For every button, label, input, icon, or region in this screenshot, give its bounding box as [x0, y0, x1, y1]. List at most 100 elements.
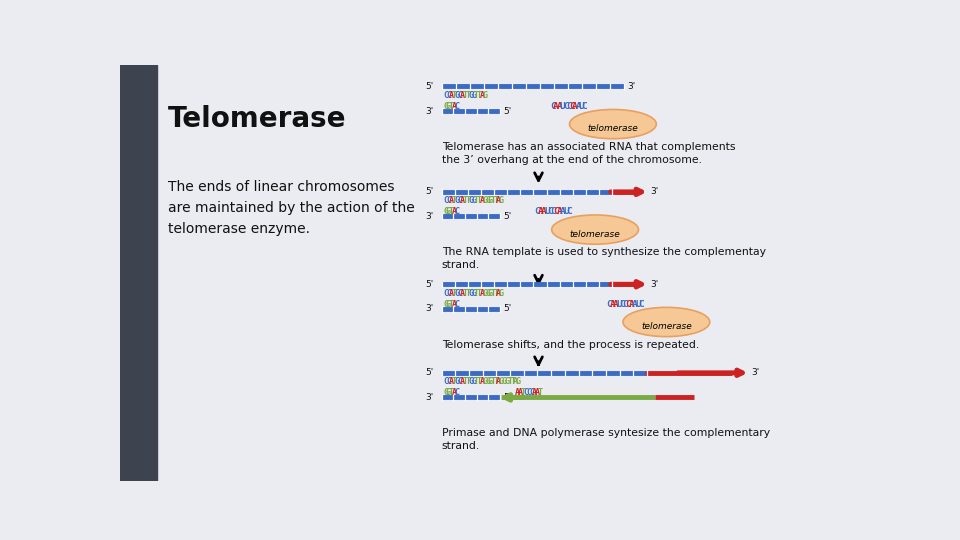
Text: T: T	[451, 91, 457, 100]
Text: Telomerase: Telomerase	[168, 105, 347, 133]
Text: 3': 3'	[751, 368, 759, 377]
Text: 5': 5'	[504, 305, 512, 313]
Text: G: G	[488, 289, 492, 298]
Text: A: A	[513, 377, 518, 387]
Text: A: A	[629, 300, 635, 309]
Text: T: T	[477, 91, 482, 100]
Text: C: C	[444, 289, 448, 298]
Text: G: G	[499, 377, 504, 387]
Text: T: T	[448, 388, 454, 397]
Text: G: G	[444, 388, 448, 397]
Text: T: T	[477, 289, 482, 298]
Text: T: T	[463, 197, 468, 206]
Text: G: G	[471, 197, 476, 206]
Text: Telomerase shifts, and the process is repeated.: Telomerase shifts, and the process is re…	[442, 340, 699, 350]
Text: T: T	[448, 300, 454, 309]
Text: The ends of linear chromosomes
are maintained by the action of the
telomerase en: The ends of linear chromosomes are maint…	[168, 180, 415, 235]
Text: A: A	[479, 289, 485, 298]
Text: G: G	[482, 377, 488, 387]
Text: T: T	[463, 91, 468, 100]
Text: T: T	[466, 289, 470, 298]
Text: U: U	[560, 102, 565, 111]
Text: U: U	[636, 300, 641, 309]
Ellipse shape	[623, 307, 709, 336]
Text: T: T	[463, 289, 468, 298]
Text: C: C	[582, 102, 588, 111]
Text: C: C	[535, 207, 540, 216]
Text: A: A	[496, 289, 501, 298]
Text: G: G	[505, 377, 510, 387]
Text: A: A	[460, 377, 465, 387]
Text: G: G	[488, 197, 492, 206]
Text: C: C	[454, 102, 459, 111]
Text: C: C	[566, 207, 572, 216]
Text: G: G	[444, 102, 448, 111]
Text: 5': 5'	[504, 393, 512, 402]
Text: A: A	[479, 197, 485, 206]
Text: T: T	[491, 197, 495, 206]
Text: A: A	[560, 207, 565, 216]
Text: A: A	[632, 300, 637, 309]
Text: G: G	[485, 377, 490, 387]
Text: The RNA template is used to synthesize the complementay
strand.: The RNA template is used to synthesize t…	[442, 247, 766, 271]
Text: A: A	[448, 197, 454, 206]
Text: C: C	[554, 207, 560, 216]
Text: C: C	[550, 102, 556, 111]
Text: U: U	[579, 102, 585, 111]
Text: G: G	[468, 91, 473, 100]
Text: A: A	[516, 388, 520, 397]
Text: T: T	[521, 388, 526, 397]
Text: A: A	[451, 300, 457, 309]
Text: G: G	[446, 207, 451, 216]
Text: G: G	[468, 289, 473, 298]
Text: A: A	[451, 388, 457, 397]
Text: 5': 5'	[425, 368, 434, 377]
Text: C: C	[446, 91, 451, 100]
Text: 3': 3'	[425, 106, 434, 116]
Text: A: A	[448, 91, 454, 100]
Text: C: C	[457, 377, 462, 387]
Text: C: C	[454, 388, 459, 397]
Text: A: A	[538, 207, 543, 216]
Text: G: G	[482, 197, 488, 206]
Text: C: C	[638, 300, 644, 309]
Text: G: G	[482, 289, 488, 298]
Text: C: C	[619, 300, 625, 309]
Text: G: G	[468, 377, 473, 387]
Text: C: C	[444, 377, 448, 387]
Text: A: A	[540, 207, 546, 216]
Text: G: G	[499, 197, 504, 206]
Text: G: G	[471, 91, 476, 100]
Text: C: C	[457, 289, 462, 298]
Text: A: A	[610, 300, 615, 309]
Text: A: A	[496, 197, 501, 206]
Text: C: C	[446, 377, 451, 387]
Text: G: G	[454, 91, 459, 100]
Text: C: C	[444, 197, 448, 206]
Text: A: A	[572, 102, 578, 111]
Text: T: T	[466, 91, 470, 100]
Text: C: C	[566, 102, 572, 111]
Text: A: A	[448, 289, 454, 298]
Text: A: A	[557, 102, 563, 111]
Text: G: G	[482, 91, 488, 100]
Text: A: A	[460, 197, 465, 206]
Text: A: A	[532, 388, 537, 397]
Text: T: T	[451, 289, 457, 298]
Text: 3': 3'	[425, 393, 434, 402]
Text: T: T	[448, 207, 454, 216]
Text: A: A	[613, 300, 619, 309]
Text: T: T	[477, 197, 482, 206]
Text: 5': 5'	[425, 187, 434, 197]
Text: T: T	[510, 377, 516, 387]
Text: C: C	[607, 300, 612, 309]
Text: A: A	[575, 102, 581, 111]
Text: C: C	[523, 388, 529, 397]
Text: T: T	[474, 289, 479, 298]
Text: C: C	[454, 207, 459, 216]
Bar	[120, 65, 157, 481]
Text: Telomerase has an associated RNA that complements
the 3’ overhang at the end of : Telomerase has an associated RNA that co…	[442, 142, 735, 165]
Text: G: G	[454, 377, 459, 387]
Text: U: U	[544, 207, 550, 216]
Text: 3': 3'	[650, 187, 659, 197]
